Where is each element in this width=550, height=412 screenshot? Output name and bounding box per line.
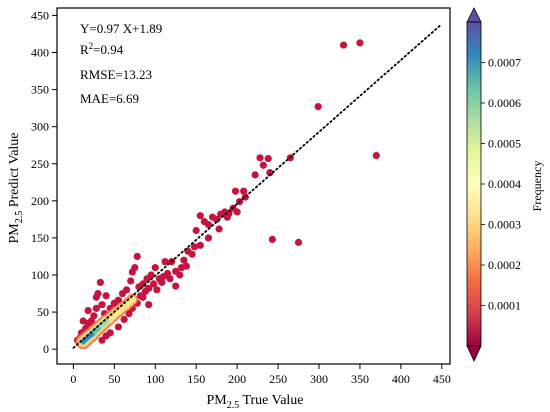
data-point <box>231 187 240 195</box>
data-point <box>256 154 264 162</box>
data-point <box>127 277 135 285</box>
data-point <box>339 41 348 49</box>
data-point <box>150 280 158 288</box>
data-point <box>180 256 188 264</box>
data-point <box>240 187 248 195</box>
data-point <box>145 301 153 309</box>
colorbar-tick-label: 0.0007 <box>488 56 521 70</box>
x-tick-label: 450 <box>433 372 451 386</box>
x-tick-label: 400 <box>392 372 410 386</box>
x-tick-label: 0 <box>70 372 76 386</box>
y-tick-label: 0 <box>43 342 49 356</box>
x-axis-label: PM2.5 True Value <box>206 393 303 411</box>
x-tick-label: 250 <box>269 372 287 386</box>
x-tick-label: 300 <box>310 372 328 386</box>
x-tick-label: 150 <box>187 372 205 386</box>
data-point <box>139 293 147 301</box>
data-point <box>356 39 364 47</box>
data-point <box>120 315 128 324</box>
annotation-mae: MAE=6.69 <box>80 91 139 106</box>
data-point <box>141 287 150 295</box>
y-ticks: 0 50 100 150 200 250 300 350 400 450 <box>31 8 57 356</box>
colorbar: 0.0001 0.0002 0.0003 0.0004 0.0005 0.0006 0.00… <box>466 7 544 362</box>
y-tick-label: 250 <box>31 157 49 171</box>
fit-line <box>72 23 443 349</box>
x-ticks: 0 50 100 150 200 250 300 350 400 450 <box>70 364 451 386</box>
colorbar-tick-label: 0.0003 <box>488 218 521 232</box>
data-point <box>102 332 110 340</box>
data-point <box>161 258 169 266</box>
density-core-layer <box>75 293 138 350</box>
fit-line-layer <box>72 23 443 349</box>
x-tick-label: 350 <box>351 372 369 386</box>
data-point <box>98 301 106 309</box>
data-point <box>125 309 133 318</box>
colorbar-tick-label: 0.0006 <box>488 96 521 110</box>
data-point <box>264 154 272 163</box>
x-tick-label: 50 <box>108 372 120 386</box>
y-tick-label: 450 <box>31 8 49 22</box>
y-tick-label: 200 <box>31 194 49 208</box>
data-point <box>266 169 274 177</box>
data-point <box>223 213 231 221</box>
y-tick-label: 150 <box>31 231 49 245</box>
data-point <box>259 161 267 169</box>
data-point <box>110 299 118 307</box>
colorbar-top-extension <box>466 7 482 23</box>
annotation-r2: R2=0.94 <box>80 41 124 57</box>
points-layer <box>73 39 380 344</box>
data-point <box>118 289 127 298</box>
data-point <box>92 304 100 312</box>
data-point <box>102 292 110 300</box>
data-point <box>133 252 141 261</box>
x-tick-label: 200 <box>228 372 246 386</box>
data-point <box>182 262 190 270</box>
data-point <box>294 238 303 246</box>
data-point <box>153 286 161 294</box>
data-point <box>215 225 223 233</box>
data-point <box>143 275 151 283</box>
annotation-rmse: RMSE=13.23 <box>80 67 152 82</box>
data-point <box>172 282 180 290</box>
data-point <box>268 235 276 243</box>
data-point <box>155 275 163 283</box>
colorbar-bottom-extension <box>466 345 482 362</box>
data-point <box>190 243 199 251</box>
colorbar-tick-label: 0.0001 <box>488 299 521 313</box>
data-point <box>172 267 180 275</box>
data-point <box>251 171 259 179</box>
colorbar-tick-label: 0.0002 <box>488 258 521 272</box>
data-point <box>372 151 380 160</box>
data-point <box>128 268 136 276</box>
colorbar-bar <box>466 21 482 347</box>
data-point <box>151 263 159 272</box>
colorbar-tick-label: 0.0004 <box>488 177 521 191</box>
data-point <box>196 241 204 249</box>
data-point <box>204 234 213 242</box>
data-point <box>208 213 217 221</box>
y-tick-label: 300 <box>31 120 49 134</box>
data-point <box>114 323 123 331</box>
y-tick-label: 50 <box>37 305 49 319</box>
data-point <box>314 103 322 111</box>
data-point <box>196 212 204 220</box>
data-point <box>84 307 92 315</box>
data-point <box>79 317 87 325</box>
y-tick-label: 100 <box>31 268 49 282</box>
annotation-equation: Y=0.97 X+1.89 <box>80 21 162 36</box>
colorbar-label: Frequency <box>530 161 544 212</box>
data-point <box>200 218 208 226</box>
y-tick-label: 350 <box>31 83 49 97</box>
y-axis-label: PM2.5 Predict Value <box>7 132 25 243</box>
data-point <box>92 293 100 301</box>
colorbar-tick-label: 0.0005 <box>488 137 521 151</box>
y-tick-label: 400 <box>31 46 49 60</box>
colorbar-ticks: 0.0001 0.0002 0.0003 0.0004 0.0005 0.0006 0.00… <box>481 56 521 313</box>
x-tick-label: 100 <box>146 372 164 386</box>
density-point <box>90 332 95 337</box>
data-point <box>96 278 104 287</box>
data-point <box>192 226 200 235</box>
